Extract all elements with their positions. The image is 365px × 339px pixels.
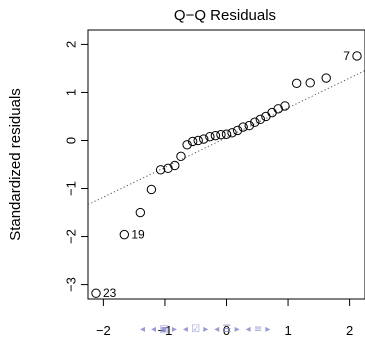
data-point [176, 151, 186, 162]
plot-frame [87, 29, 365, 300]
data-point [244, 120, 254, 131]
y-tick-label: −3 [63, 277, 78, 292]
data-point [255, 114, 266, 125]
nav-subsection-icon[interactable]: ◂ ☰ ▸ [214, 323, 240, 335]
data-point [352, 51, 362, 61]
x-tick-label: 0 [223, 323, 230, 338]
point-label: 19 [131, 228, 145, 242]
slide-navigation-bar: ◂ ◂ ▣ ▸ ◂ ☑ ▸ ◂ ☰ ▸ ◂ ≡ ▸ [140, 322, 270, 336]
nav-slide-icon[interactable]: ◂ ≡ ▸ [245, 323, 271, 335]
data-point [291, 78, 302, 89]
data-point [321, 73, 331, 83]
data-point [232, 125, 243, 136]
data-point [210, 130, 221, 141]
data-point [91, 288, 101, 298]
y-tick-label: 1 [63, 89, 78, 96]
points-layer: 23 19 7 [91, 49, 362, 300]
x-tick-label: 2 [346, 323, 353, 338]
nav-section-icon[interactable]: ◂ ☑ ▸ [182, 323, 209, 335]
data-point [216, 130, 226, 140]
y-tick-label: −2 [63, 229, 78, 244]
data-point [227, 128, 237, 138]
data-point [155, 165, 166, 175]
data-point [187, 136, 198, 147]
y-axis: −3 −2 −1 0 1 2 [63, 41, 88, 292]
reference-line [87, 70, 365, 206]
data-point [182, 140, 192, 150]
reference-line-layer [87, 70, 365, 206]
data-point [273, 104, 283, 114]
y-tick-label: 2 [63, 41, 78, 48]
data-point [193, 135, 203, 146]
data-point [163, 163, 173, 174]
x-tick-label: −2 [96, 323, 111, 338]
data-point [250, 117, 260, 127]
data-point [267, 107, 277, 118]
data-point [305, 78, 315, 88]
y-axis-label: Standardized residuals [7, 88, 24, 241]
data-point [221, 129, 232, 139]
data-point [170, 160, 180, 171]
y-tick-label: 0 [63, 137, 78, 144]
x-axis: −2 −1 0 1 2 [96, 299, 353, 338]
data-point [199, 134, 209, 144]
data-point [135, 207, 146, 218]
data-point [280, 101, 290, 111]
point-label: 23 [103, 286, 117, 300]
x-tick-label: 1 [284, 323, 291, 338]
chart-title: Q−Q Residuals [174, 7, 276, 24]
data-point [146, 184, 157, 195]
x-tick-label: −1 [158, 323, 173, 338]
data-point [238, 122, 248, 132]
y-tick-label: −1 [63, 181, 78, 196]
point-label: 7 [343, 49, 350, 63]
nav-first-icon[interactable]: ◂ [140, 323, 146, 335]
data-point [119, 229, 130, 240]
data-point [205, 131, 215, 142]
nav-frame-prev-icon[interactable]: ◂ ▣ ▸ [151, 323, 177, 335]
